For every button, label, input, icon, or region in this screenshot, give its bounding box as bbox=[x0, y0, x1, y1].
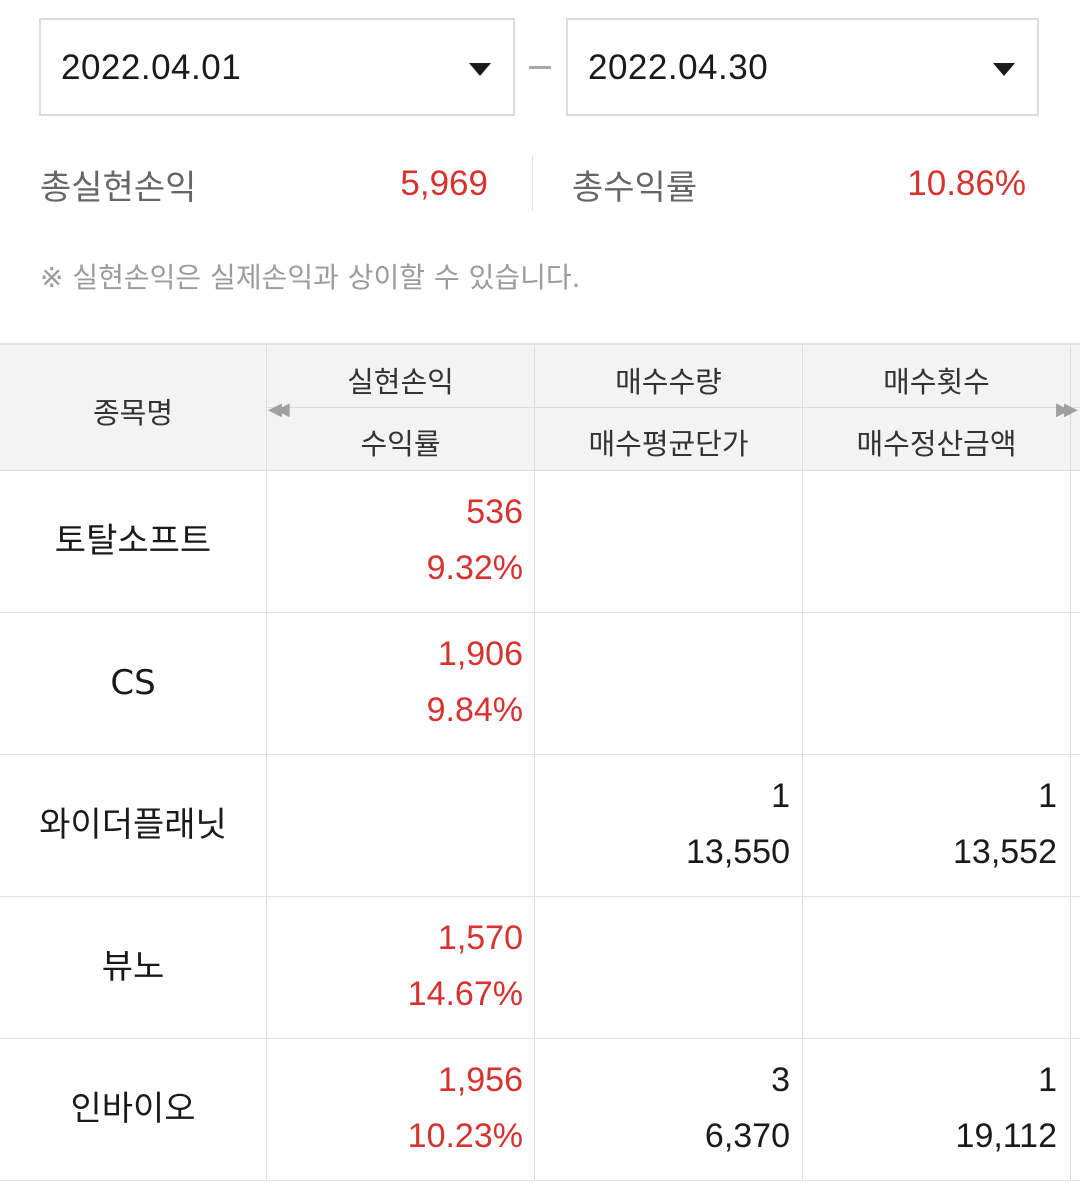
return-rate-value: 14.67% bbox=[407, 975, 523, 1013]
row-col-divider bbox=[266, 1039, 267, 1180]
row-col-divider bbox=[534, 897, 535, 1038]
row-col-divider bbox=[802, 613, 803, 754]
buy-settle-amount-value: 13,552 bbox=[953, 833, 1057, 871]
buy-avg-price-value: 13,550 bbox=[686, 833, 790, 871]
stock-name[interactable]: 토탈소프트 bbox=[54, 521, 212, 561]
row-col-divider bbox=[802, 471, 803, 612]
caret-down-icon bbox=[993, 63, 1015, 76]
row-col-divider bbox=[1070, 755, 1071, 896]
row-col-divider bbox=[534, 755, 535, 896]
table-row[interactable]: 토탈소프트 536 9.32% bbox=[0, 471, 1080, 613]
table-row[interactable]: 뷰노 1,570 14.67% bbox=[0, 897, 1080, 1039]
return-rate-value: 9.84% bbox=[426, 691, 523, 729]
header-realized-pl: 실현손익 bbox=[347, 365, 454, 399]
total-return-rate-label: 총수익률 bbox=[572, 168, 698, 208]
row-col-divider bbox=[266, 471, 267, 612]
buy-qty-cell bbox=[535, 613, 790, 754]
start-date-value: 2022.04.01 bbox=[61, 48, 242, 87]
buy-qty-value: 3 bbox=[771, 1061, 790, 1099]
realized-pl-cell: 1,906 9.84% bbox=[267, 613, 523, 754]
row-col-divider bbox=[802, 1039, 803, 1180]
realized-pl-value: 536 bbox=[466, 493, 523, 531]
return-rate-value: 10.23% bbox=[407, 1117, 523, 1155]
table-row[interactable]: 와이더플래닛 1 13,550 1 13,552 bbox=[0, 755, 1080, 897]
realized-pl-value: 1,956 bbox=[437, 1061, 523, 1099]
total-realized-pl-label: 총실현손익 bbox=[40, 168, 197, 208]
realized-pl-value: 1,570 bbox=[437, 919, 523, 957]
double-chevron-right-icon[interactable]: ▶▶ bbox=[1056, 399, 1078, 420]
buy-count-cell bbox=[803, 897, 1057, 1038]
buy-settle-amount-value: 19,112 bbox=[955, 1117, 1057, 1155]
row-col-divider bbox=[802, 897, 803, 1038]
realized-pl-cell: 1,956 10.23% bbox=[267, 1039, 523, 1180]
buy-count-cell bbox=[803, 471, 1057, 612]
buy-count-cell: 1 19,112 bbox=[803, 1039, 1057, 1180]
buy-qty-value: 1 bbox=[771, 777, 790, 815]
row-col-divider bbox=[802, 755, 803, 896]
realized-pl-cell: 1,570 14.67% bbox=[267, 897, 523, 1038]
table-row[interactable]: 인바이오 1,956 10.23% 3 6,370 1 19,112 bbox=[0, 1039, 1080, 1181]
summary-divider bbox=[532, 156, 533, 211]
total-return-rate-value: 10.86% bbox=[907, 164, 1026, 203]
buy-qty-cell: 1 13,550 bbox=[535, 755, 790, 896]
end-date-value: 2022.04.30 bbox=[588, 48, 769, 87]
header-row-divider bbox=[267, 407, 1080, 408]
buy-qty-cell: 3 6,370 bbox=[535, 1039, 790, 1180]
disclaimer-notice: ※ 실현손익은 실제손익과 상이할 수 있습니다. bbox=[40, 261, 581, 294]
header-return-rate: 수익률 bbox=[360, 427, 441, 461]
realized-pl-value: 1,906 bbox=[437, 635, 523, 673]
header-stock-name: 종목명 bbox=[92, 396, 174, 430]
header-buy-count: 매수횟수 bbox=[883, 365, 990, 399]
table-row[interactable]: CS 1,906 9.84% bbox=[0, 613, 1080, 755]
caret-down-icon bbox=[469, 63, 491, 76]
buy-qty-cell bbox=[535, 471, 790, 612]
realized-pl-cell: 536 9.32% bbox=[267, 471, 523, 612]
total-realized-pl-value: 5,969 bbox=[400, 164, 488, 203]
buy-avg-price-value: 6,370 bbox=[704, 1117, 790, 1155]
buy-qty-cell bbox=[535, 897, 790, 1038]
row-col-divider bbox=[534, 471, 535, 612]
row-col-divider bbox=[1070, 1039, 1071, 1180]
start-date-select[interactable]: 2022.04.01 bbox=[39, 18, 515, 116]
row-col-divider bbox=[266, 755, 267, 896]
realized-pl-cell bbox=[267, 755, 523, 896]
buy-count-cell: 1 13,552 bbox=[803, 755, 1057, 896]
date-range-separator bbox=[529, 66, 551, 69]
header-buy-qty: 매수수량 bbox=[615, 365, 722, 399]
row-col-divider bbox=[1070, 897, 1071, 1038]
table-body: 토탈소프트 536 9.32% CS 1,906 9.84% bbox=[0, 471, 1080, 1181]
stock-name[interactable]: CS bbox=[110, 663, 156, 703]
stock-name[interactable]: 뷰노 bbox=[101, 947, 165, 987]
end-date-select[interactable]: 2022.04.30 bbox=[566, 18, 1039, 116]
row-col-divider bbox=[266, 613, 267, 754]
buy-count-cell bbox=[803, 613, 1057, 754]
row-col-divider bbox=[534, 613, 535, 754]
realized-pl-table: 종목명 실현손익 수익률 매수수량 매수평균단가 매수횟수 매수정산금액 ◀◀ … bbox=[0, 343, 1080, 1181]
table-header: 종목명 실현손익 수익률 매수수량 매수평균단가 매수횟수 매수정산금액 ◀◀ … bbox=[0, 345, 1080, 471]
double-chevron-left-icon[interactable]: ◀◀ bbox=[268, 399, 290, 420]
row-col-divider bbox=[1070, 613, 1071, 754]
header-buy-avg-price: 매수평균단가 bbox=[588, 427, 749, 461]
row-col-divider bbox=[1070, 471, 1071, 612]
buy-count-value: 1 bbox=[1038, 777, 1057, 815]
stock-name[interactable]: 와이더플래닛 bbox=[39, 805, 227, 845]
date-range: 2022.04.01 2022.04.30 bbox=[39, 18, 1039, 118]
stock-name[interactable]: 인바이오 bbox=[70, 1089, 196, 1129]
buy-count-value: 1 bbox=[1038, 1061, 1057, 1099]
return-rate-value: 9.32% bbox=[426, 549, 523, 587]
row-col-divider bbox=[534, 1039, 535, 1180]
header-buy-settle-amount: 매수정산금액 bbox=[856, 427, 1017, 461]
summary-bar: 총실현손익 5,969 총수익률 10.86% bbox=[0, 150, 1080, 220]
row-col-divider bbox=[266, 897, 267, 1038]
header-col-divider bbox=[266, 345, 267, 470]
